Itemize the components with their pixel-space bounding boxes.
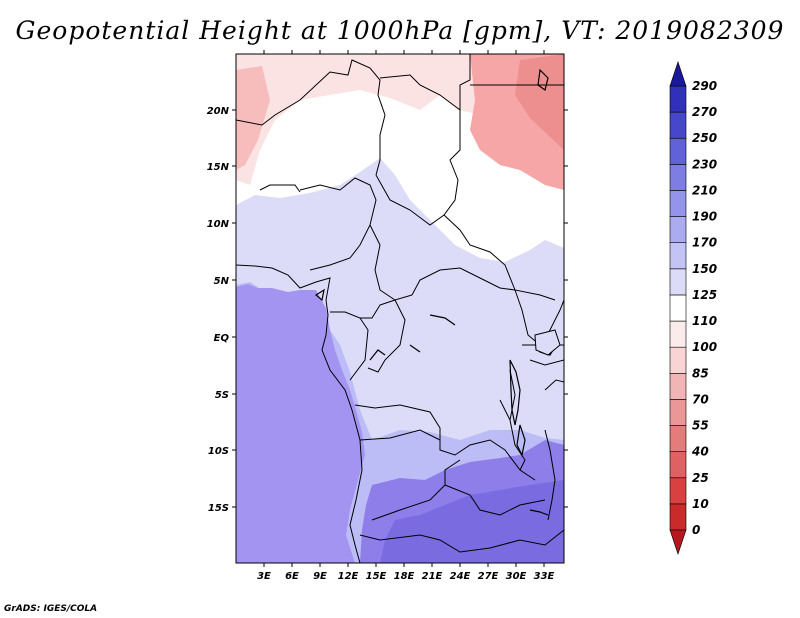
grads-credit: GrADS: IGES/COLA bbox=[4, 604, 98, 614]
map-frame bbox=[235, 53, 565, 564]
lat-label-10s: 10S bbox=[208, 446, 229, 457]
lat-label-5s: 5S bbox=[215, 390, 229, 401]
lon-tick-marks bbox=[263, 50, 545, 567]
lat-label-20n: 20N bbox=[207, 106, 230, 117]
height-field-darkest-purple bbox=[380, 480, 564, 563]
colorbar-label-0: 0 bbox=[692, 523, 700, 537]
lat-label-10n: 10N bbox=[207, 219, 230, 230]
colorbar-box-150-170 bbox=[669, 242, 687, 270]
colorbar-label-190: 190 bbox=[692, 210, 717, 224]
lon-label-27e: 27E bbox=[478, 571, 499, 582]
colorbar-box-125-150 bbox=[669, 268, 687, 296]
colorbar-box-270-290 bbox=[669, 85, 687, 113]
colorbar-box-110-125 bbox=[669, 294, 687, 322]
height-field-north-red-core bbox=[515, 54, 564, 150]
colorbar-triangle-low bbox=[669, 529, 687, 555]
colorbar-box-170-190 bbox=[669, 216, 687, 244]
colorbar-label-210: 210 bbox=[692, 183, 717, 197]
height-field-west-pink bbox=[236, 66, 270, 170]
colorbar-label-10: 10 bbox=[692, 497, 709, 511]
ocean-atlantic bbox=[236, 284, 365, 563]
colorbar-label-290: 290 bbox=[692, 79, 717, 93]
colorbar-label-270: 270 bbox=[692, 105, 717, 119]
lon-label-12e: 12E bbox=[338, 571, 359, 582]
lat-label-eq: EQ bbox=[214, 333, 230, 344]
colorbar-box-250-270 bbox=[669, 111, 687, 139]
colorbar-label-40: 40 bbox=[691, 445, 709, 459]
colorbar-box-100-110 bbox=[669, 320, 687, 348]
colorbar-box-210-230 bbox=[669, 164, 687, 191]
colorbar-label-230: 230 bbox=[692, 157, 717, 171]
colorbar-label-85: 85 bbox=[692, 366, 709, 380]
lon-label-21e: 21E bbox=[422, 571, 443, 582]
lon-label-6e: 6E bbox=[285, 571, 299, 582]
lon-label-33e: 33E bbox=[534, 571, 555, 582]
colorbar-box-85-100 bbox=[669, 346, 687, 374]
lon-label-24e: 24E bbox=[450, 571, 471, 582]
colorbar-box-55-70 bbox=[669, 399, 687, 426]
colorbar-box-70-85 bbox=[669, 372, 687, 400]
colorbar-box-25-40 bbox=[669, 451, 687, 479]
lon-label-30e: 30E bbox=[506, 571, 527, 582]
colorbar-label-170: 170 bbox=[692, 236, 717, 250]
lon-label-15e: 15E bbox=[366, 571, 387, 582]
lon-label-3e: 3E bbox=[257, 571, 271, 582]
colorbar-label-70: 70 bbox=[692, 392, 709, 406]
lat-label-15s: 15S bbox=[208, 503, 229, 514]
chart-title: Geopotential Height at 1000hPa [gpm], VT… bbox=[15, 16, 785, 45]
lon-labels: 3E 6E 9E 12E 15E 18E 21E 24E 27E 30E 33E bbox=[257, 571, 554, 582]
colorbar-label-110: 110 bbox=[692, 314, 717, 328]
colorbar-box-10-25 bbox=[669, 477, 687, 505]
colorbar-label-250: 250 bbox=[692, 131, 717, 145]
lon-label-18e: 18E bbox=[394, 571, 415, 582]
lon-label-9e: 9E bbox=[313, 571, 327, 582]
colorbar-triangle-high bbox=[669, 61, 687, 87]
colorbar-label-55: 55 bbox=[692, 419, 709, 433]
colorbar-box-230-250 bbox=[669, 137, 687, 165]
lake-outlines bbox=[314, 68, 557, 516]
colorbar-box-190-210 bbox=[669, 190, 687, 217]
lat-tick-marks bbox=[232, 109, 568, 508]
lake-victoria bbox=[534, 329, 561, 356]
country-borders bbox=[236, 54, 564, 563]
colorbar-label-100: 100 bbox=[692, 340, 717, 354]
colorbar-label-125: 125 bbox=[692, 288, 717, 302]
colorbar-label-150: 150 bbox=[692, 262, 717, 276]
colorbar-label-25: 25 bbox=[692, 471, 709, 485]
colorbar-box-0-10 bbox=[669, 503, 687, 531]
map-plot-area bbox=[236, 54, 564, 563]
colorbar-box-40-55 bbox=[669, 425, 687, 452]
lat-label-5n: 5N bbox=[214, 276, 230, 287]
lat-labels: 20N 15N 10N 5N EQ 5S 10S 15S bbox=[207, 106, 230, 514]
colorbar: 0 10 25 40 55 70 85 100 110 125 150 170 190 210 230 250… bbox=[669, 61, 717, 555]
lat-label-15n: 15N bbox=[207, 162, 230, 173]
